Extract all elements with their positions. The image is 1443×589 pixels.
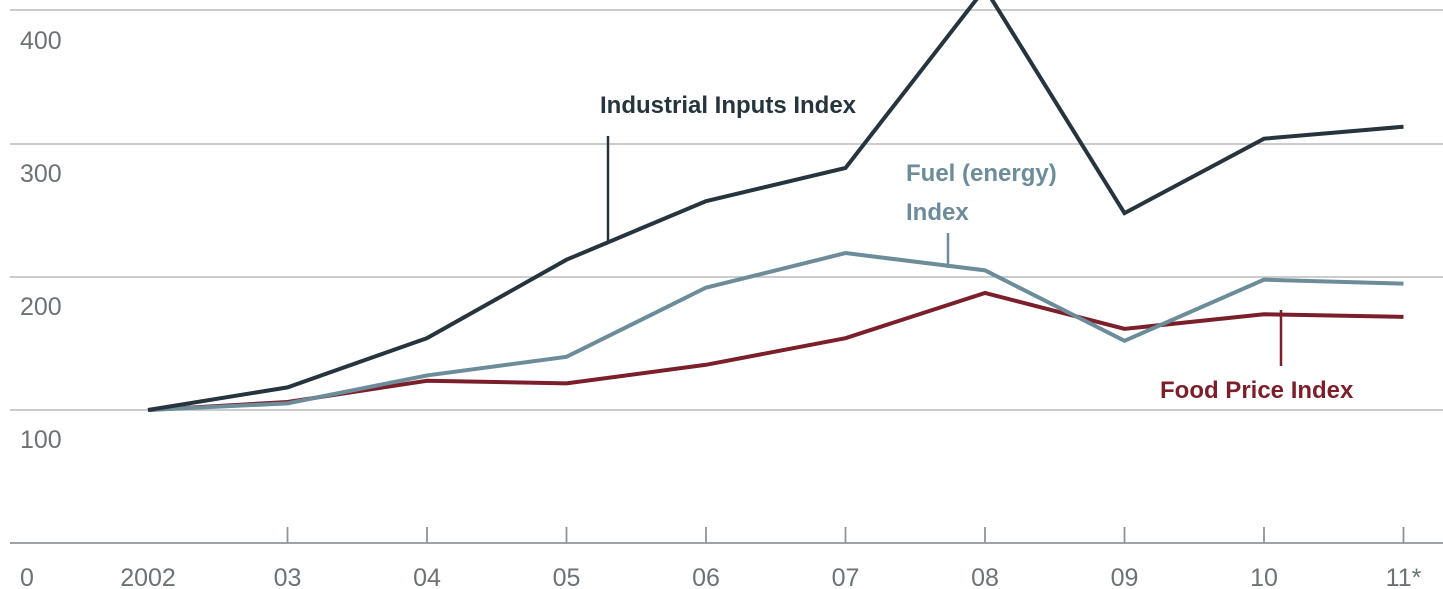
series-label-text: Industrial Inputs Index — [600, 92, 857, 119]
series-lines — [147, 0, 1404, 412]
x-tick-label: 09 — [1111, 564, 1139, 589]
x-tick-label: 11* — [1386, 564, 1422, 589]
series-label-text: Index — [906, 199, 969, 226]
series-label-0: Industrial Inputs Index — [600, 92, 857, 242]
series-label-2: Food Price Index — [1160, 310, 1354, 404]
x-tick-label: 03 — [274, 564, 302, 589]
y-tick-label: 100 — [20, 426, 62, 454]
x-tick-label: 06 — [692, 564, 720, 589]
series-labels: Industrial Inputs Index Fuel (energy) Inde… — [600, 92, 1354, 404]
series-label-text: Food Price Index — [1160, 377, 1354, 404]
y-tick-label: 300 — [20, 160, 62, 188]
series-line-0 — [147, 0, 1404, 412]
x-tick-label: 10 — [1250, 564, 1278, 589]
x-tick-label: 04 — [413, 564, 441, 589]
y-axis-ticks: 0 100 200 300 400 — [20, 27, 62, 589]
y-tick-label: 400 — [20, 27, 62, 55]
x-tick-label: 2002 — [120, 564, 176, 589]
x-axis-ticks: 2002 03 04 05 06 07 08 09 10 11* — [120, 527, 1422, 589]
x-tick-label: 08 — [971, 564, 999, 589]
y-tick-label: 0 — [20, 564, 34, 589]
y-tick-label: 200 — [20, 293, 62, 321]
series-line-1 — [147, 251, 1404, 412]
series-label-text: Fuel (energy) — [906, 160, 1057, 187]
x-tick-label: 05 — [553, 564, 581, 589]
series-label-1: Fuel (energy) Index — [906, 160, 1057, 268]
x-tick-label: 07 — [832, 564, 860, 589]
gridlines — [10, 9, 1443, 411]
